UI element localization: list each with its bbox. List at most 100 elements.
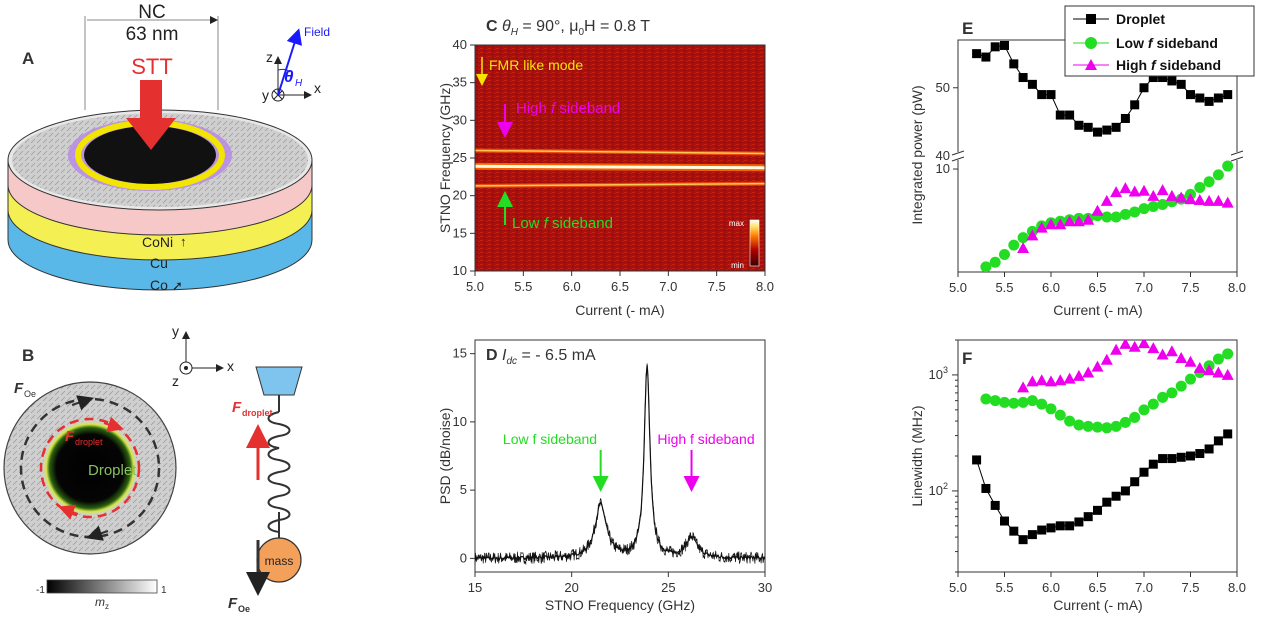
c-field: H = 0.8 T	[584, 18, 650, 35]
f-point-square	[1074, 517, 1084, 527]
e-xtick-label: 6.5	[1088, 280, 1106, 295]
e-point-square	[1176, 79, 1186, 89]
f-point-triangle	[1072, 369, 1085, 381]
e-point-circle	[1110, 211, 1122, 223]
stt-label: STT	[131, 54, 173, 79]
f-point-square	[1204, 444, 1214, 454]
f-xlabel: Current (- mA)	[1053, 597, 1142, 613]
spring-f-oe: F	[228, 595, 238, 612]
droplet-region	[43, 421, 137, 515]
d-high-ann: High f sideband	[657, 431, 754, 447]
f-point-triangle	[1165, 345, 1178, 357]
d-i: I	[502, 347, 507, 364]
e-point-square	[1027, 79, 1037, 89]
c-ytick-label: 15	[453, 225, 467, 240]
c-ytick-label: 40	[453, 37, 467, 52]
e-point-square	[1186, 90, 1195, 100]
d-ytick-label: 10	[453, 414, 467, 429]
b-axis-z-label: z	[172, 373, 179, 389]
d-xtick-label: 20	[564, 580, 578, 595]
f-point-circle	[1008, 397, 1020, 409]
d-xlabel: STNO Frequency (GHz)	[545, 597, 695, 613]
e-ylabel: Integrated power (pW)	[909, 85, 925, 224]
nc-label: NC	[138, 2, 165, 23]
e-break-left	[951, 150, 965, 162]
f-point-square	[1176, 452, 1186, 462]
f-point-circle	[1073, 419, 1085, 431]
f-point-square	[1167, 454, 1177, 464]
e-point-circle	[1129, 206, 1141, 218]
panel-d: 15 20 25 30 0 5 10 15 D Idc = - 6.5 mA Low f si…	[437, 339, 772, 613]
d-i-sub: dc	[506, 356, 517, 367]
c-ytick-label: 25	[453, 150, 467, 165]
panel-d-title: D Idc = - 6.5 mA	[486, 347, 596, 367]
f-ytick-label: 103	[929, 365, 948, 382]
f-point-circle	[1129, 411, 1141, 423]
c-mu-sub: 0	[578, 27, 584, 38]
e-point-circle	[1119, 208, 1131, 220]
e-point-square	[1167, 76, 1177, 86]
coni-moment-icon: ↑	[180, 234, 187, 249]
e-point-triangle	[1100, 194, 1113, 206]
d-spectrum-noise	[475, 363, 765, 566]
e-point-square	[1120, 113, 1130, 123]
f-xtick-label: 5.0	[949, 580, 967, 595]
f-point-circle	[1036, 398, 1048, 410]
colorbar-label-sub: z	[105, 602, 109, 611]
f-droplet-label: F	[65, 428, 75, 445]
f-point-triangle	[1147, 342, 1160, 354]
e-xtick-label: 5.0	[949, 280, 967, 295]
f-point-triangle	[1203, 364, 1216, 376]
e-point-square	[1102, 125, 1112, 135]
e-ytick-label: 10	[936, 161, 950, 176]
e-point-square	[990, 42, 1000, 52]
e-point-circle	[1017, 232, 1029, 244]
f-xtick-label: 7.5	[1181, 580, 1199, 595]
f-point-circle	[1017, 396, 1029, 408]
c-xtick-label: 8.0	[756, 279, 774, 294]
c-xtick-label: 6.0	[563, 279, 581, 294]
f-point-circle	[1175, 380, 1187, 392]
f-point-circle	[980, 393, 992, 405]
legend: Droplet Low f sideband High f sideband	[1064, 5, 1255, 77]
e-point-circle	[989, 256, 1001, 268]
f-point-circle	[1138, 404, 1150, 416]
e-point-triangle	[1221, 196, 1234, 208]
e-point-triangle	[1156, 184, 1169, 196]
e-point-square	[1111, 122, 1121, 132]
e-xtick-label: 5.5	[995, 280, 1013, 295]
panel-c-title: C θH = 90°, μ0H = 0.8 T	[486, 18, 650, 38]
f-point-square	[1065, 521, 1075, 531]
c-cb-max: max	[729, 219, 744, 228]
d-ytick-label: 15	[453, 346, 467, 361]
f-point-square	[1083, 512, 1093, 522]
f-point-triangle	[1100, 353, 1113, 365]
f-point-circle	[1026, 395, 1038, 407]
legend-low-post: sideband	[1153, 35, 1218, 51]
e-point-triangle	[1082, 213, 1095, 225]
f-point-triangle	[1156, 348, 1169, 360]
stt-arrow	[126, 80, 176, 150]
spring-anchor	[255, 366, 303, 396]
f-point-triangle	[1221, 368, 1234, 380]
f-oe-sub: Oe	[24, 389, 36, 399]
d-xtick-label: 30	[758, 580, 772, 595]
f-droplet-line	[976, 433, 1229, 541]
e-break-right	[1230, 150, 1244, 162]
panel-c-label: C	[486, 18, 498, 35]
e-point-circle	[1157, 199, 1169, 211]
e-point-square	[1009, 59, 1019, 69]
droplet-label: Droplet	[88, 462, 137, 479]
e-point-triangle	[1119, 182, 1132, 194]
nc-size-label: 63 nm	[126, 24, 179, 45]
e-xtick-label: 7.5	[1181, 280, 1199, 295]
c-ytick-label: 30	[453, 112, 467, 127]
f-xtick-label: 7.0	[1135, 580, 1153, 595]
colorbar-min: -1	[36, 585, 45, 596]
axis-y-label: y	[262, 87, 269, 103]
f-point-triangle	[1175, 351, 1188, 363]
f-ytick-label: 102	[929, 481, 948, 498]
f-point-square	[1037, 525, 1047, 535]
e-point-circle	[1008, 239, 1020, 251]
